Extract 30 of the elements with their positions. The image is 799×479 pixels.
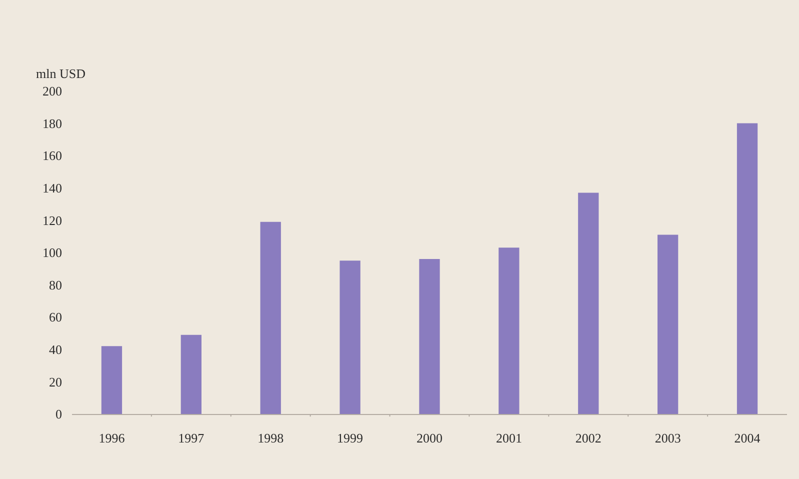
y-tick-label: 100 xyxy=(42,245,62,260)
x-tick-label: 2002 xyxy=(575,430,602,446)
y-tick-label: 0 xyxy=(56,406,62,422)
x-tick-label: 2003 xyxy=(654,430,681,446)
bar xyxy=(736,123,758,414)
bar xyxy=(340,260,360,414)
x-tick-label: 1998 xyxy=(258,430,284,446)
bar xyxy=(658,234,678,414)
y-tick-label: 20 xyxy=(49,374,62,390)
y-tick-label: 140 xyxy=(42,180,62,196)
bar xyxy=(498,248,520,414)
x-tick-label: 1997 xyxy=(178,430,205,446)
bar xyxy=(260,222,281,414)
y-tick-label: 180 xyxy=(42,116,62,131)
bar xyxy=(180,334,202,414)
x-tick-label: 2000 xyxy=(416,430,442,446)
y-tick-label: 200 xyxy=(42,84,62,99)
y-tick-label: 160 xyxy=(42,148,62,164)
y-axis-title: mln USD xyxy=(36,66,86,81)
x-tick-label: 1999 xyxy=(337,430,364,446)
x-tick-label: 2004 xyxy=(734,430,761,446)
y-tick-label: 40 xyxy=(49,342,62,357)
y-tick-label: 60 xyxy=(49,310,62,325)
y-tick-label: 80 xyxy=(49,277,62,292)
bar xyxy=(101,346,122,414)
x-tick-label: 2001 xyxy=(496,430,522,446)
bar xyxy=(419,258,440,414)
y-tick-label: 120 xyxy=(42,212,62,228)
x-tick-label: 1996 xyxy=(98,430,126,446)
bar xyxy=(578,192,599,414)
